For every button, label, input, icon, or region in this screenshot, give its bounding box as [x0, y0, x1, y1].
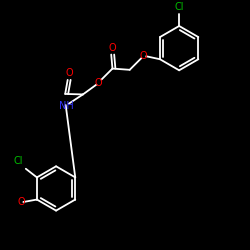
Text: O: O: [140, 51, 147, 61]
Text: O: O: [109, 42, 116, 52]
Text: Cl: Cl: [14, 156, 23, 166]
Text: O: O: [94, 78, 102, 88]
Text: Cl: Cl: [174, 2, 184, 12]
Text: O: O: [17, 197, 25, 207]
Text: NH: NH: [59, 101, 74, 111]
Text: O: O: [65, 68, 73, 78]
